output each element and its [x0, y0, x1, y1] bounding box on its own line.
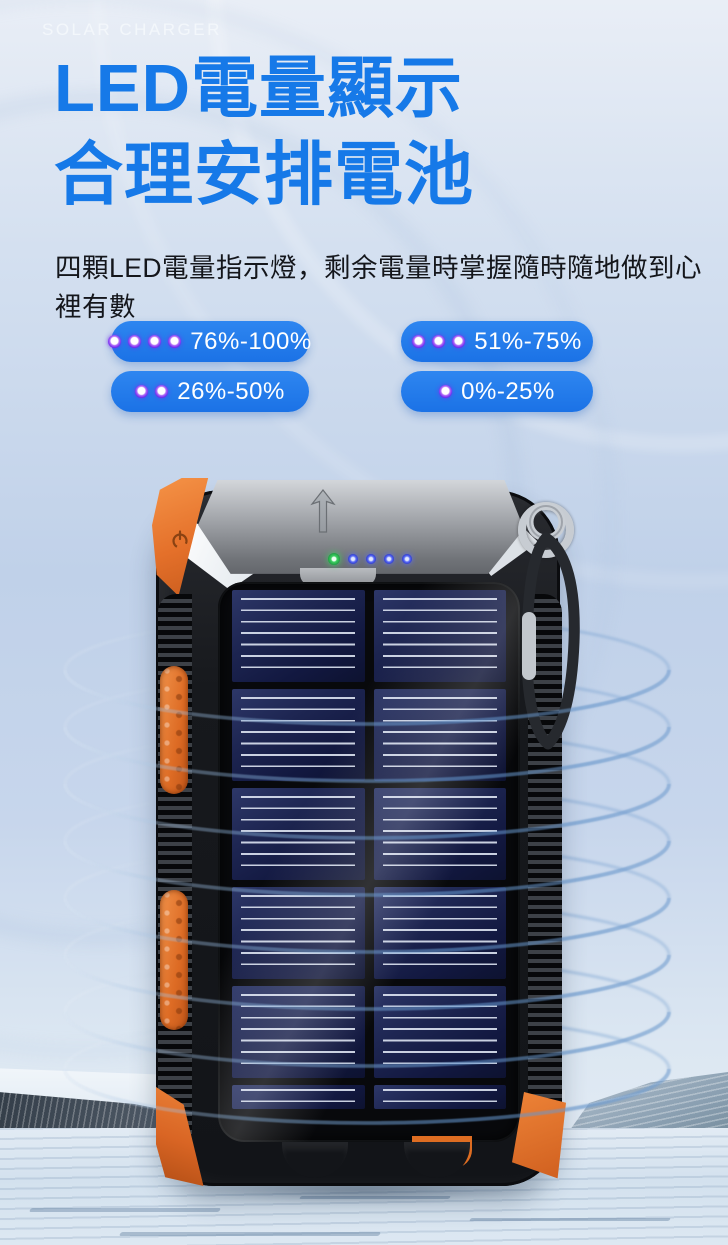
battery-level-badge-76-100: 76%-100% — [108, 321, 312, 362]
led-dot — [168, 335, 182, 348]
solar-cell — [232, 986, 365, 1078]
compass-flap — [198, 480, 524, 574]
solar-cell — [232, 689, 365, 781]
battery-level-badge-51-75: 51%-75% — [401, 321, 593, 362]
water-streak — [118, 1232, 382, 1236]
led-dot — [128, 335, 142, 348]
power-icon — [172, 530, 188, 549]
water-streak — [28, 1208, 222, 1212]
led-dot — [135, 385, 149, 398]
battery-level-badge-0-25: 0%-25% — [401, 371, 593, 412]
led-dot — [148, 335, 162, 348]
solar-cell — [232, 887, 365, 979]
battery-level-label: 0%-25% — [461, 377, 555, 405]
solar-cell — [232, 590, 365, 682]
solar-cell — [373, 986, 506, 1078]
solar-cell — [232, 788, 365, 880]
solar-panel — [232, 590, 506, 1136]
solar-power-bank — [150, 476, 580, 1198]
blue-status-led — [348, 554, 358, 564]
led-dots — [135, 385, 169, 398]
solar-cell — [232, 1085, 365, 1109]
solar-cell — [373, 887, 506, 979]
headline-line2: 合理安排電池 — [54, 136, 474, 213]
carabiner — [521, 502, 580, 750]
icy-water — [0, 1128, 728, 1245]
solar-cell — [373, 689, 506, 781]
led-dot — [432, 335, 446, 348]
led-dot — [452, 335, 466, 348]
blue-status-led — [384, 554, 394, 564]
blue-status-led — [366, 554, 376, 564]
led-dot — [439, 385, 453, 398]
green-status-led — [328, 553, 340, 565]
solar-panel-column — [232, 590, 365, 1136]
flap-tab — [300, 568, 376, 586]
orange-grip-pad — [160, 666, 188, 794]
water-streak — [469, 1218, 671, 1221]
battery-level-badge-26-50: 26%-50% — [111, 371, 309, 412]
led-dots — [412, 335, 466, 348]
solar-panel-column — [373, 590, 506, 1136]
solar-cell — [373, 788, 506, 880]
solar-cell — [373, 1085, 506, 1109]
led-dot — [412, 335, 426, 348]
blue-status-led — [402, 554, 412, 564]
battery-level-label: 76%-100% — [190, 327, 312, 355]
led-dots — [439, 385, 453, 398]
battery-level-label: 51%-75% — [474, 327, 582, 355]
arrow-up-icon — [310, 489, 336, 533]
solar-cell — [373, 590, 506, 682]
headline-line1: LED電量顯示 — [54, 51, 463, 126]
led-dot — [155, 385, 169, 398]
led-dot — [108, 335, 122, 348]
orange-grip-pad — [160, 890, 188, 1030]
status-led-row — [328, 553, 412, 565]
battery-level-label: 26%-50% — [177, 377, 285, 405]
description-text: 四顆LED電量指示燈，剩余電量時掌握隨時隨地做到心裡有數 — [55, 253, 703, 322]
led-dots — [108, 335, 182, 348]
eyebrow-text: SOLAR CHARGER — [42, 20, 222, 39]
